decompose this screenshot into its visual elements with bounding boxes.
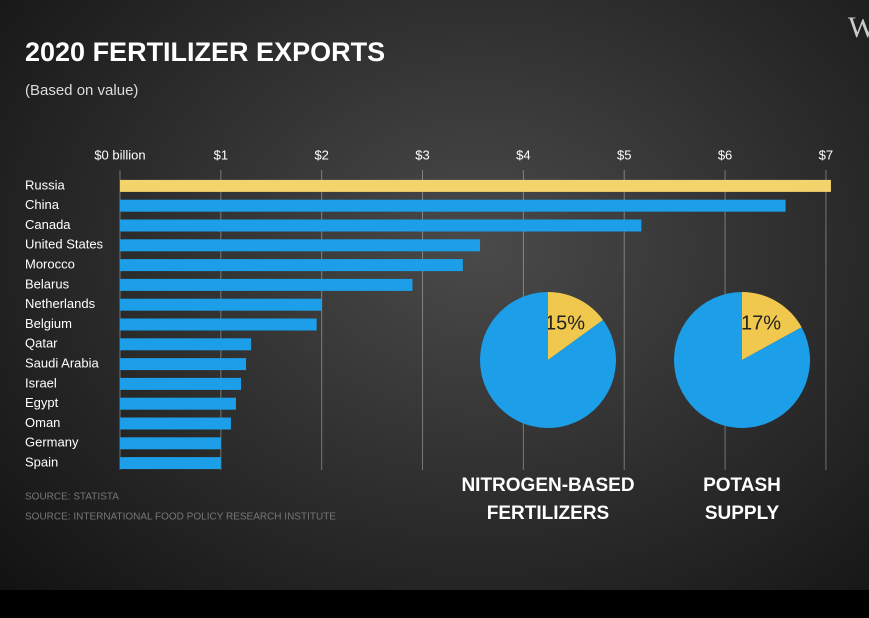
chart-title: 2020 FERTILIZER EXPORTS <box>25 37 385 67</box>
bar <box>120 259 463 272</box>
category-label: Russia <box>25 177 66 192</box>
pie-slice <box>674 292 811 429</box>
x-tick-label: $1 <box>214 147 228 162</box>
bar <box>120 179 831 192</box>
category-label: China <box>25 197 60 212</box>
bar <box>120 239 481 252</box>
bar <box>120 318 317 331</box>
category-label: Saudi Arabia <box>25 356 99 371</box>
category-label: Israel <box>25 375 57 390</box>
x-tick-label: $6 <box>718 147 732 162</box>
chart-subtitle: (Based on value) <box>25 82 138 99</box>
category-label: Germany <box>25 435 79 450</box>
bar <box>120 338 252 351</box>
category-label: Egypt <box>25 395 59 410</box>
pie-title: NITROGEN-BASED FERTILIZERS <box>461 475 635 524</box>
x-tick-label: $4 <box>516 147 530 162</box>
pie-slice <box>742 292 802 360</box>
bottom-band <box>0 590 869 618</box>
bar <box>120 417 231 430</box>
bar <box>120 278 413 291</box>
data-label: 17% <box>741 312 781 334</box>
source: SOURCE: INTERNATIONAL FOOD POLICY RESEAR… <box>25 512 336 523</box>
category-label: Belarus <box>25 276 70 291</box>
data-label: 15% <box>545 312 585 334</box>
bar <box>120 298 322 311</box>
source: SOURCE: STATISTA <box>25 492 119 503</box>
category-label: Morocco <box>25 257 75 272</box>
x-tick-label: $7 <box>819 147 833 162</box>
x-tick-label: $5 <box>617 147 631 162</box>
category-label: Qatar <box>25 336 58 351</box>
category-label: Canada <box>25 217 71 232</box>
category-label: Netherlands <box>25 296 96 311</box>
category-label: Belgium <box>25 316 72 331</box>
pie-slice <box>548 292 604 360</box>
category-label: Spain <box>25 455 58 470</box>
x-tick-label: $3 <box>415 147 429 162</box>
x-tick-label: $2 <box>314 147 328 162</box>
bar <box>120 457 221 470</box>
bar <box>120 219 642 232</box>
bar <box>120 358 247 371</box>
bar <box>120 437 221 450</box>
x-tick-label: $0 billion <box>94 147 145 162</box>
category-label: Oman <box>25 415 60 430</box>
bar <box>120 199 786 212</box>
category-label: United States <box>25 237 104 252</box>
pie-title: POTASH SUPPLY <box>703 475 781 524</box>
pie-slice <box>480 292 616 428</box>
logo: W <box>848 11 869 44</box>
bar <box>120 397 236 410</box>
bar <box>120 377 242 390</box>
